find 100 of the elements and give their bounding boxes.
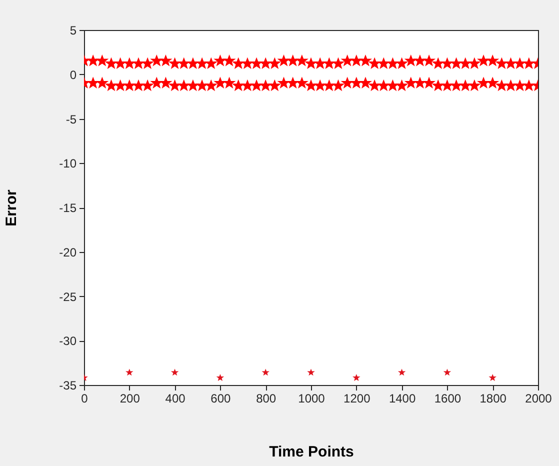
- point: [240, 57, 254, 69]
- x-tick-label: 1000: [298, 392, 326, 406]
- point: [398, 368, 406, 376]
- point: [168, 57, 182, 69]
- point: [307, 368, 315, 376]
- y-tick-label: -30: [59, 334, 77, 348]
- point: [413, 54, 426, 66]
- point: [486, 54, 500, 66]
- x-tick-label: 2000: [525, 392, 552, 406]
- x-tick-label: 400: [165, 392, 186, 406]
- x-tick-label: 0: [81, 392, 88, 406]
- point: [386, 79, 400, 92]
- x-tick-label: 1600: [434, 392, 462, 406]
- point: [96, 76, 109, 88]
- point: [350, 76, 363, 88]
- x-tick-label: 200: [120, 392, 140, 406]
- y-tick-label: -5: [66, 112, 77, 126]
- point: [259, 57, 272, 69]
- point: [332, 57, 345, 69]
- point: [141, 79, 154, 92]
- point: [432, 79, 445, 92]
- point: [495, 57, 508, 69]
- point: [322, 79, 336, 92]
- point: [277, 76, 290, 88]
- point: [332, 79, 345, 92]
- point: [268, 79, 282, 92]
- point: [504, 57, 518, 69]
- point: [422, 54, 436, 66]
- point: [114, 79, 127, 92]
- point: [350, 54, 363, 66]
- point: [168, 79, 182, 92]
- point: [159, 54, 172, 66]
- point: [204, 57, 218, 69]
- point: [204, 79, 218, 92]
- point: [458, 79, 472, 92]
- y-tick-label: -20: [59, 245, 77, 260]
- point: [295, 54, 308, 66]
- y-axis-title: Error: [3, 190, 20, 226]
- point: [122, 79, 136, 92]
- point: [240, 79, 254, 92]
- point: [104, 57, 118, 69]
- point: [214, 54, 227, 66]
- point: [222, 76, 236, 88]
- point: [132, 79, 145, 92]
- point: [262, 368, 270, 376]
- point: [86, 54, 100, 66]
- point: [150, 54, 164, 66]
- y-tick-label: 0: [70, 68, 77, 82]
- point: [86, 76, 100, 88]
- x-tick-label: 800: [256, 392, 276, 406]
- point: [358, 54, 372, 66]
- point: [522, 57, 536, 69]
- point: [277, 54, 290, 66]
- point: [450, 79, 463, 92]
- y-tick-label: -10: [59, 156, 77, 171]
- point: [96, 54, 109, 66]
- point: [450, 57, 463, 69]
- point: [250, 79, 264, 92]
- point: [443, 368, 452, 376]
- point: [377, 79, 390, 92]
- point: [458, 57, 472, 69]
- x-tick-label: 1800: [480, 392, 507, 406]
- point: [352, 374, 360, 381]
- point: [141, 57, 154, 69]
- point: [440, 57, 454, 69]
- y-tick-label: -25: [59, 290, 77, 304]
- point: [522, 79, 536, 92]
- point: [488, 374, 496, 381]
- point: [122, 57, 136, 69]
- point: [468, 57, 481, 69]
- point: [232, 57, 245, 69]
- point: [377, 57, 390, 69]
- x-axis-title: Time Points: [269, 444, 354, 460]
- point: [104, 79, 118, 92]
- point: [232, 79, 245, 92]
- point: [504, 79, 518, 92]
- point: [286, 76, 300, 88]
- y-tick-label: -35: [59, 378, 77, 392]
- point: [222, 54, 236, 66]
- point: [314, 79, 327, 92]
- point: [468, 79, 481, 92]
- point: [486, 76, 500, 88]
- point: [477, 54, 490, 66]
- point: [304, 79, 318, 92]
- point: [395, 79, 408, 92]
- point: [177, 79, 190, 92]
- point: [268, 57, 282, 69]
- point: [395, 57, 408, 69]
- point: [422, 76, 436, 88]
- x-tick-label: 1200: [344, 392, 371, 406]
- point: [170, 368, 179, 376]
- point: [177, 57, 190, 69]
- point: [513, 79, 526, 92]
- point: [432, 57, 445, 69]
- point: [440, 79, 454, 92]
- point: [368, 57, 382, 69]
- x-tick-label: 600: [210, 392, 232, 406]
- point: [314, 57, 327, 69]
- y-tick-label: -15: [59, 201, 77, 215]
- point: [386, 57, 400, 69]
